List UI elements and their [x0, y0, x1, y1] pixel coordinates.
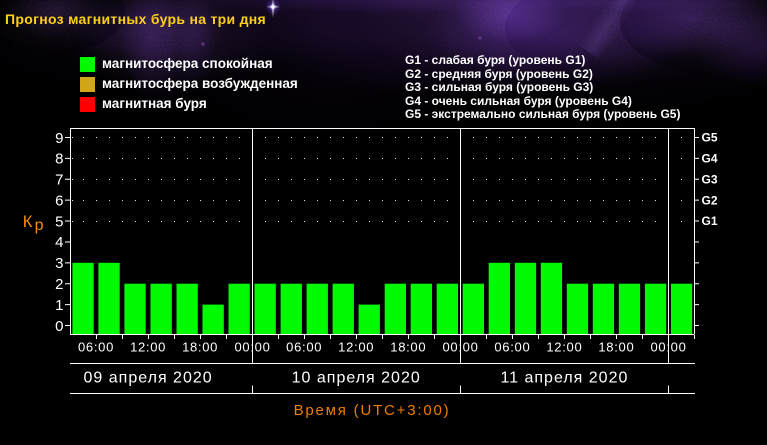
svg-text:3: 3 — [55, 255, 63, 272]
svg-text:7: 7 — [55, 172, 63, 189]
svg-text:0: 0 — [55, 318, 63, 335]
svg-text:Время (UTC+3:00): Время (UTC+3:00) — [294, 402, 451, 419]
svg-text:06:00: 06:00 — [286, 340, 322, 355]
svg-text:12:00: 12:00 — [338, 340, 374, 355]
svg-text:G3: G3 — [702, 173, 718, 187]
svg-text:6: 6 — [55, 193, 63, 210]
svg-text:G2: G2 — [702, 193, 718, 207]
svg-text:00:00: 00:00 — [234, 340, 270, 355]
svg-text:18:00: 18:00 — [598, 340, 634, 355]
svg-text:12:00: 12:00 — [546, 340, 582, 355]
svg-text:18:00: 18:00 — [182, 340, 218, 355]
svg-text:09 апреля 2020: 09 апреля 2020 — [84, 370, 213, 387]
svg-text:2: 2 — [55, 276, 63, 293]
svg-text:06:00: 06:00 — [494, 340, 530, 355]
svg-text:G5: G5 — [702, 131, 718, 145]
svg-text:5: 5 — [55, 213, 63, 230]
svg-text:4: 4 — [55, 234, 63, 251]
svg-text:1: 1 — [55, 297, 63, 314]
svg-text:00:00: 00:00 — [650, 340, 686, 355]
svg-text:12:00: 12:00 — [130, 340, 166, 355]
svg-text:00:00: 00:00 — [442, 340, 478, 355]
svg-text:06:00: 06:00 — [78, 340, 114, 355]
svg-text:8: 8 — [55, 151, 63, 168]
svg-text:18:00: 18:00 — [390, 340, 426, 355]
svg-text:10 апреля 2020: 10 апреля 2020 — [292, 370, 421, 387]
svg-text:9: 9 — [55, 130, 63, 147]
svg-text:G4: G4 — [702, 152, 718, 166]
svg-text:G1: G1 — [702, 214, 718, 228]
svg-text:11 апреля 2020: 11 апреля 2020 — [500, 370, 628, 387]
svg-text:К: К — [23, 213, 33, 231]
svg-text:р: р — [35, 217, 44, 234]
